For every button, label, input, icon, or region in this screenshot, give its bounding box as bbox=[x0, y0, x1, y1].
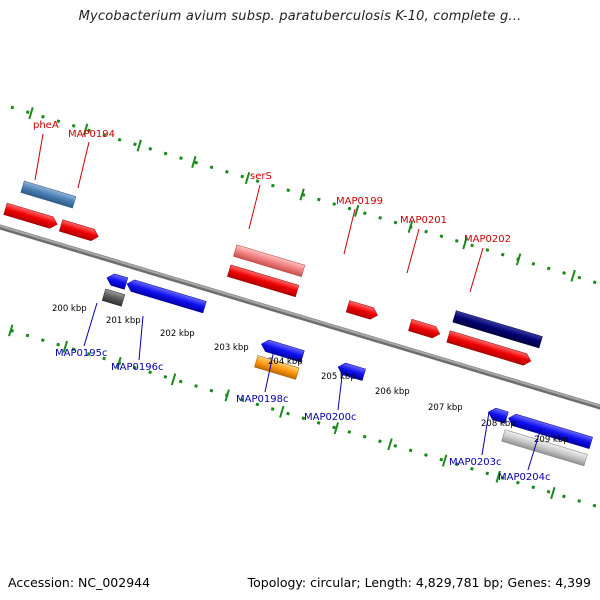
gene-label-MAP0202[interactable]: MAP0202 bbox=[464, 234, 511, 245]
tick-label-205: 205 kbp bbox=[321, 372, 356, 382]
feature-MAP0200c[interactable] bbox=[336, 361, 366, 381]
feature-MAP0196c[interactable] bbox=[125, 278, 207, 314]
forward-tick-10 bbox=[570, 269, 576, 282]
reverse-tick-1 bbox=[62, 340, 69, 353]
gene-label-MAP0203c[interactable]: MAP0203c bbox=[449, 457, 501, 468]
gene-label-MAP0196c[interactable]: MAP0196c bbox=[111, 362, 163, 373]
reverse-tick-4 bbox=[224, 389, 230, 402]
gene-label-pheA[interactable]: pheA bbox=[33, 120, 59, 131]
reverse-tick-8 bbox=[441, 454, 448, 467]
gene-label-MAP0198c[interactable]: MAP0198c bbox=[236, 394, 288, 405]
forward-tick-5 bbox=[299, 188, 305, 201]
gene-label-MAP0199[interactable]: MAP0199 bbox=[336, 196, 383, 207]
forward-tick-8 bbox=[462, 237, 468, 250]
tick-label-203: 203 kbp bbox=[214, 343, 249, 353]
reverse-strand-ticks bbox=[8, 324, 556, 500]
forward-strand-ticks bbox=[28, 107, 576, 282]
feature-pheA[interactable] bbox=[20, 180, 77, 209]
feature-serS[interactable] bbox=[233, 244, 306, 278]
gene-label-MAP0194[interactable]: MAP0194 bbox=[68, 129, 115, 140]
genome-backbone bbox=[0, 213, 600, 431]
forward-tick-9 bbox=[515, 253, 522, 266]
tick-label-201: 201 kbp bbox=[106, 316, 141, 326]
feature-MAP0195c-small[interactable] bbox=[105, 272, 129, 290]
feature-MAP0203c[interactable] bbox=[487, 406, 509, 424]
tick-label-204: 204 kbp bbox=[268, 357, 303, 367]
forward-tick-7 bbox=[407, 220, 414, 233]
tick-label-207: 207 kbp bbox=[428, 403, 463, 413]
reverse-tick-2 bbox=[116, 356, 122, 369]
tick-label-208: 208 kbp bbox=[481, 419, 516, 429]
gene-label-MAP0204c[interactable]: MAP0204c bbox=[498, 472, 550, 483]
reverse-tick-7 bbox=[387, 438, 393, 451]
reverse-label-leaders bbox=[83, 302, 542, 471]
reverse-tick-3 bbox=[170, 373, 177, 386]
gene-label-MAP0201[interactable]: MAP0201 bbox=[400, 215, 447, 226]
forward-tick-6 bbox=[354, 204, 360, 217]
feature-MAP0204c-blue[interactable] bbox=[507, 412, 593, 449]
feature-arrow-red-2[interactable] bbox=[227, 264, 300, 298]
tick-label-206: 206 kbp bbox=[375, 387, 410, 397]
accession-text: Accession: NC_002944 bbox=[8, 575, 151, 590]
forward-tick-3 bbox=[191, 155, 197, 169]
feature-MAP0198c-blue[interactable] bbox=[260, 338, 305, 363]
forward-strand-dots bbox=[0, 101, 600, 317]
tick-label-200: 200 kbp bbox=[52, 304, 87, 314]
feature-MAP0195c[interactable] bbox=[101, 288, 126, 307]
reverse-tick-9 bbox=[495, 470, 501, 483]
reverse-strand-dots bbox=[0, 306, 600, 522]
feature-MAP0198c[interactable] bbox=[254, 355, 300, 380]
feature-MAP0201[interactable] bbox=[408, 318, 441, 339]
topology-text: Topology: circular; Length: 4,829,781 bp… bbox=[247, 575, 591, 590]
feature-arrow-red-3[interactable] bbox=[446, 330, 533, 367]
map-title: Mycobacterium avium subsp. paratuberculo… bbox=[78, 9, 522, 24]
gene-label-MAP0195c[interactable]: MAP0195c bbox=[55, 348, 107, 359]
reverse-tick-0 bbox=[8, 324, 14, 337]
feature-MAP0204c[interactable] bbox=[501, 429, 588, 467]
tick-label-202: 202 kbp bbox=[160, 329, 195, 339]
tick-label-209: 209 kbp bbox=[534, 435, 569, 445]
reverse-tick-6 bbox=[333, 422, 340, 435]
reverse-tick-10 bbox=[550, 487, 556, 500]
feature-MAP0194[interactable] bbox=[58, 219, 100, 243]
forward-label-leaders bbox=[34, 133, 484, 293]
forward-tick-2 bbox=[136, 139, 142, 152]
forward-tick-4 bbox=[244, 172, 251, 185]
feature-MAP0199[interactable] bbox=[345, 300, 379, 321]
gene-label-serS[interactable]: serS bbox=[250, 171, 272, 182]
forward-tick-1 bbox=[82, 123, 89, 136]
forward-tick-0 bbox=[28, 107, 34, 120]
reverse-tick-5 bbox=[279, 405, 285, 418]
feature-arrow-red-1[interactable] bbox=[3, 202, 59, 230]
feature-MAP0202[interactable] bbox=[452, 310, 543, 349]
gene-label-MAP0200c[interactable]: MAP0200c bbox=[304, 412, 356, 423]
